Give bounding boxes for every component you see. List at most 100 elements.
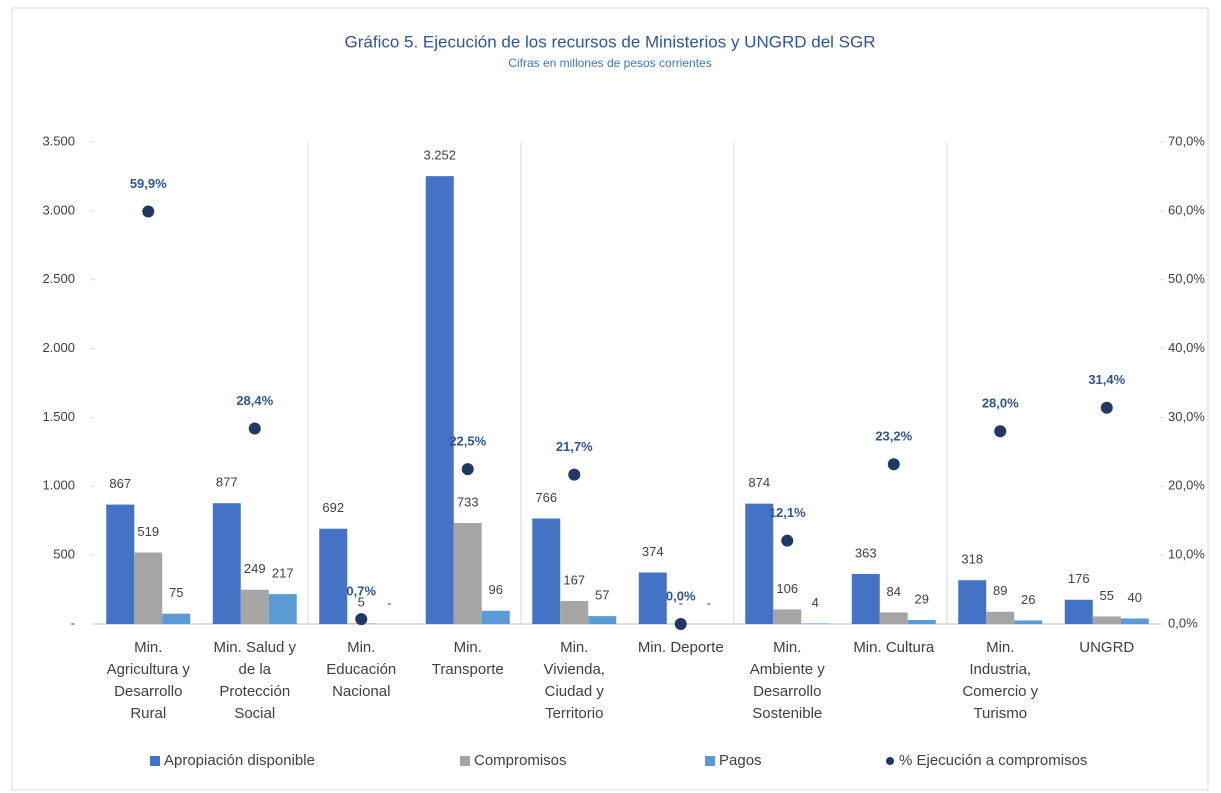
- x-tick-label: Min. Cultura: [853, 639, 935, 656]
- dot: [568, 468, 581, 481]
- data-label: 374: [642, 544, 664, 559]
- data-label: -: [707, 595, 711, 610]
- data-label: 106: [776, 581, 798, 596]
- dot: [674, 618, 687, 630]
- bar: [453, 523, 482, 624]
- data-label: 31,4%: [1088, 372, 1125, 387]
- x-tick-label: Min. Industria, Comercio y Turismo: [962, 639, 1039, 722]
- bar: [1092, 616, 1121, 624]
- dot: [781, 534, 794, 547]
- data-label: 3.252: [423, 148, 456, 163]
- y-tick-label: -: [71, 615, 75, 630]
- data-label: 12,1%: [769, 505, 806, 520]
- data-label: 874: [748, 475, 770, 490]
- bar: [773, 609, 802, 624]
- x-tick-label: Min. Ambiente y Desarrollo Sostenible: [749, 639, 825, 722]
- data-label: 89: [993, 583, 1007, 598]
- bar: [879, 612, 908, 624]
- data-label: 28,4%: [236, 393, 273, 408]
- bar: [106, 504, 135, 624]
- bar: [1120, 618, 1149, 624]
- data-label: 21,7%: [556, 439, 593, 454]
- data-label: 29: [915, 591, 929, 606]
- bar: [986, 611, 1015, 624]
- data-label: 57: [595, 588, 609, 603]
- data-label: 766: [535, 490, 557, 505]
- bar: [319, 528, 348, 624]
- legend-marker: [886, 757, 894, 765]
- data-label: 877: [216, 475, 238, 490]
- bar: [1064, 599, 1093, 624]
- data-label: 0,7%: [346, 584, 376, 599]
- legend-marker: [460, 756, 470, 766]
- legend-marker: [150, 756, 160, 766]
- y2-tick-label: 70,0%: [1168, 133, 1205, 148]
- y-tick-label: 2.500: [42, 271, 75, 286]
- bar: [481, 610, 510, 624]
- dot: [887, 458, 900, 471]
- x-tick-label: Min. Transporte: [431, 639, 504, 678]
- bar: [851, 574, 880, 624]
- chart-title: Gráfico 5. Ejecución de los recursos de …: [345, 32, 876, 51]
- dot: [355, 613, 368, 626]
- data-label: 0,0%: [666, 588, 696, 603]
- bar: [801, 623, 830, 624]
- bar: [588, 616, 617, 624]
- dot: [994, 425, 1007, 438]
- bar: [907, 620, 936, 624]
- y2-tick-label: 20,0%: [1168, 478, 1205, 493]
- bar: [638, 572, 667, 624]
- bar: [134, 552, 163, 624]
- x-tick-label: Min. Salud y de la Protección Social: [213, 639, 297, 722]
- bar: [240, 589, 269, 624]
- data-label: 733: [457, 494, 479, 509]
- data-label: 96: [489, 582, 503, 597]
- y2-tick-label: 30,0%: [1168, 409, 1205, 424]
- data-label: 59,9%: [130, 176, 167, 191]
- legend-label: Pagos: [719, 752, 762, 769]
- data-label: 318: [961, 552, 983, 567]
- y-tick-label: 3.500: [42, 133, 75, 148]
- y-tick-label: 2.000: [42, 340, 75, 355]
- data-label: 4: [812, 595, 819, 610]
- x-tick-label: Min. Vivienda, Ciudad y Territorio: [543, 639, 605, 722]
- data-label: 26: [1021, 592, 1035, 607]
- data-label: 5: [358, 595, 365, 610]
- y2-tick-label: 60,0%: [1168, 202, 1205, 217]
- data-label: 40: [1128, 590, 1142, 605]
- bar: [212, 503, 241, 624]
- legend-marker: [705, 756, 715, 766]
- bar: [958, 580, 987, 624]
- data-label: 176: [1068, 571, 1090, 586]
- bar: [425, 176, 454, 624]
- data-label: 75: [169, 585, 183, 600]
- data-label: -: [679, 595, 683, 610]
- data-label: 28,0%: [982, 396, 1019, 411]
- data-label: 692: [322, 500, 344, 515]
- data-label: 167: [563, 572, 585, 587]
- chart-frame: [11, 7, 1209, 791]
- legend-label: Compromisos: [474, 752, 567, 769]
- y2-tick-label: 40,0%: [1168, 340, 1205, 355]
- y2-tick-label: 10,0%: [1168, 547, 1205, 562]
- legend-label: % Ejecución a compromisos: [899, 752, 1087, 769]
- bar: [268, 594, 297, 624]
- data-label: 55: [1100, 588, 1114, 603]
- y-tick-label: 500: [53, 547, 75, 562]
- bar: [162, 613, 191, 624]
- dot: [1100, 401, 1113, 414]
- data-label: 249: [244, 561, 266, 576]
- y-tick-label: 1.500: [42, 409, 75, 424]
- legend-label: Apropiación disponible: [164, 752, 315, 769]
- x-tick-label: Min. Educación Nacional: [326, 639, 397, 700]
- bar: [1014, 620, 1043, 624]
- dot: [461, 463, 474, 476]
- y-tick-label: 3.000: [42, 202, 75, 217]
- data-label: -: [387, 595, 391, 610]
- y-tick-label: 1.000: [42, 478, 75, 493]
- bar: [745, 503, 774, 624]
- data-label: 23,2%: [875, 429, 912, 444]
- y2-tick-label: 0,0%: [1168, 615, 1198, 630]
